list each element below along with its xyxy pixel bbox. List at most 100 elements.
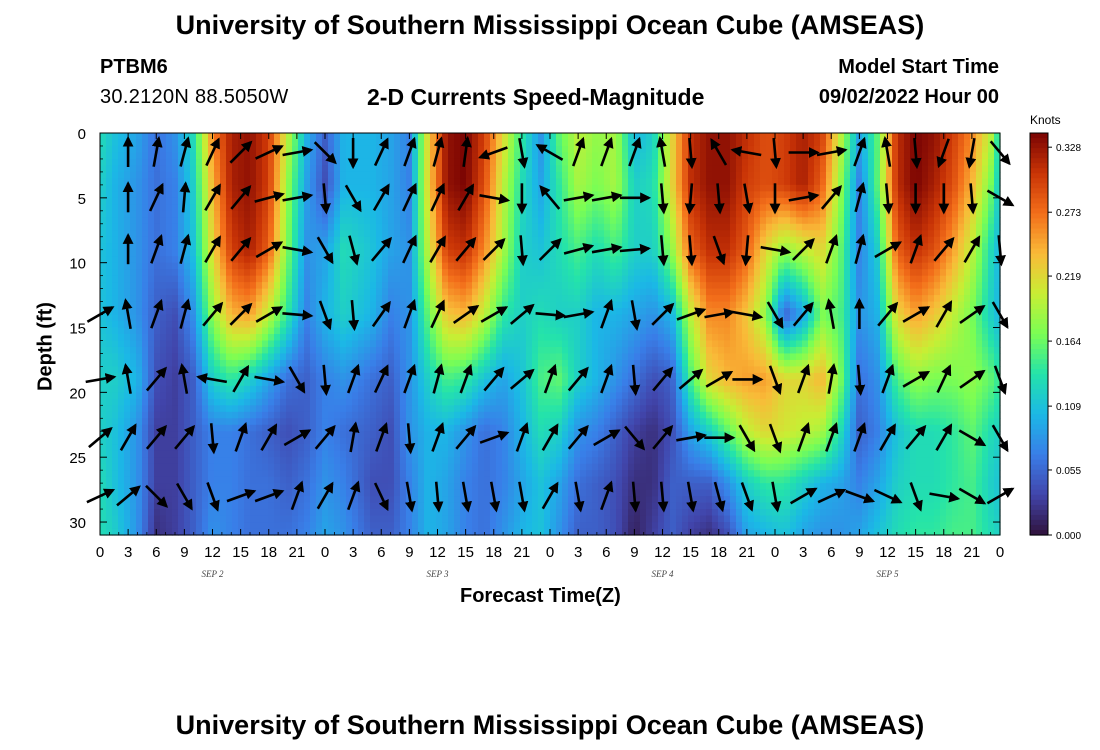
heatmap-cell bbox=[274, 418, 281, 426]
heatmap-cell bbox=[538, 327, 545, 335]
heatmap-cell bbox=[382, 450, 389, 458]
heatmap-cell bbox=[262, 334, 269, 342]
heatmap-cell bbox=[292, 295, 299, 303]
heatmap-cell bbox=[538, 178, 545, 186]
heatmap-cell bbox=[532, 223, 539, 231]
heatmap-cell bbox=[166, 191, 173, 199]
heatmap-cell bbox=[106, 346, 113, 355]
heatmap-cell bbox=[322, 502, 329, 510]
heatmap-cell bbox=[388, 262, 395, 270]
heatmap-cell bbox=[172, 256, 179, 264]
heatmap-cell bbox=[346, 372, 353, 380]
heatmap-cell bbox=[292, 269, 299, 277]
heatmap-cell bbox=[424, 327, 431, 335]
heatmap-cell bbox=[358, 230, 365, 238]
heatmap-cell bbox=[394, 262, 401, 270]
heatmap-cell bbox=[352, 334, 359, 342]
heatmap-cell bbox=[244, 444, 251, 452]
heatmap-cell bbox=[508, 411, 515, 419]
heatmap-cell bbox=[244, 522, 251, 530]
heatmap-cell bbox=[160, 392, 167, 400]
heatmap-cell bbox=[256, 314, 263, 322]
heatmap-cell bbox=[286, 308, 293, 316]
heatmap-cell bbox=[226, 450, 233, 458]
heatmap-cell bbox=[502, 171, 509, 179]
heatmap-cell bbox=[424, 243, 431, 251]
heatmap-cell bbox=[418, 295, 425, 303]
heatmap-cell bbox=[214, 171, 221, 179]
heatmap-cell bbox=[400, 282, 407, 290]
heatmap-cell bbox=[274, 509, 281, 517]
heatmap-cell bbox=[562, 204, 569, 212]
heatmap-cell bbox=[124, 515, 131, 523]
heatmap-cell bbox=[172, 139, 179, 147]
heatmap-cell bbox=[394, 353, 401, 361]
heatmap-cell bbox=[148, 496, 155, 504]
heatmap-cell bbox=[316, 210, 323, 218]
heatmap-cell bbox=[484, 444, 491, 452]
heatmap-cell bbox=[286, 431, 293, 439]
heatmap-cell bbox=[352, 463, 359, 471]
heatmap-cell bbox=[580, 223, 587, 231]
heatmap-cell bbox=[562, 171, 569, 179]
heatmap-cell bbox=[472, 197, 479, 205]
heatmap-cell bbox=[418, 444, 425, 452]
heatmap-cell bbox=[304, 217, 311, 225]
heatmap-cell bbox=[310, 308, 317, 316]
heatmap-cell bbox=[454, 385, 461, 393]
heatmap-cell bbox=[358, 217, 365, 225]
heatmap-cell bbox=[166, 308, 173, 316]
heatmap-cell bbox=[460, 204, 467, 212]
heatmap-cell bbox=[124, 483, 131, 491]
heatmap-cell bbox=[280, 522, 287, 530]
heatmap-cell bbox=[124, 405, 131, 413]
heatmap-cell bbox=[574, 165, 581, 173]
heatmap-cell bbox=[226, 431, 233, 439]
heatmap-cell bbox=[460, 301, 467, 309]
heatmap-cell bbox=[484, 353, 491, 361]
heatmap-cell bbox=[358, 379, 365, 387]
heatmap-cell bbox=[424, 483, 431, 491]
heatmap-cell bbox=[442, 275, 449, 283]
heatmap-cell bbox=[262, 288, 269, 296]
heatmap-cell bbox=[202, 269, 209, 277]
heatmap-cell bbox=[430, 496, 437, 504]
heatmap-cell bbox=[382, 171, 389, 179]
heatmap-cell bbox=[442, 353, 449, 361]
heatmap-cell bbox=[376, 334, 383, 342]
heatmap-cell bbox=[292, 230, 299, 238]
heatmap-cell bbox=[286, 379, 293, 387]
heatmap-cell bbox=[502, 457, 509, 465]
heatmap-cell bbox=[166, 424, 173, 432]
heatmap-cell bbox=[526, 217, 533, 225]
heatmap-cell bbox=[454, 411, 461, 419]
heatmap-cell bbox=[358, 418, 365, 426]
heatmap-cell bbox=[262, 243, 269, 251]
heatmap-cell bbox=[220, 424, 227, 432]
heatmap-cell bbox=[220, 450, 227, 458]
heatmap-cell bbox=[118, 522, 125, 530]
heatmap-cell bbox=[286, 450, 293, 458]
heatmap-cell bbox=[220, 243, 227, 251]
heatmap-cell bbox=[310, 353, 317, 361]
heatmap-cell bbox=[250, 359, 257, 368]
heatmap-cell bbox=[100, 405, 107, 413]
heatmap-cell bbox=[196, 418, 203, 426]
heatmap-cell bbox=[220, 346, 227, 355]
heatmap-cell bbox=[502, 334, 509, 342]
heatmap-cell bbox=[172, 178, 179, 186]
heatmap-cell bbox=[490, 269, 497, 277]
heatmap-cell bbox=[382, 295, 389, 303]
heatmap-cell bbox=[340, 450, 347, 458]
heatmap-cell bbox=[250, 457, 257, 465]
heatmap-cell bbox=[148, 282, 155, 290]
heatmap-cell bbox=[238, 197, 245, 205]
heatmap-cell bbox=[520, 139, 527, 147]
heatmap-cell bbox=[502, 204, 509, 212]
heatmap-cell bbox=[298, 405, 305, 413]
heatmap-cell bbox=[166, 256, 173, 264]
heatmap-cell bbox=[532, 230, 539, 238]
heatmap-cell bbox=[268, 385, 275, 393]
heatmap-cell bbox=[514, 372, 521, 380]
heatmap-cell bbox=[238, 528, 245, 536]
